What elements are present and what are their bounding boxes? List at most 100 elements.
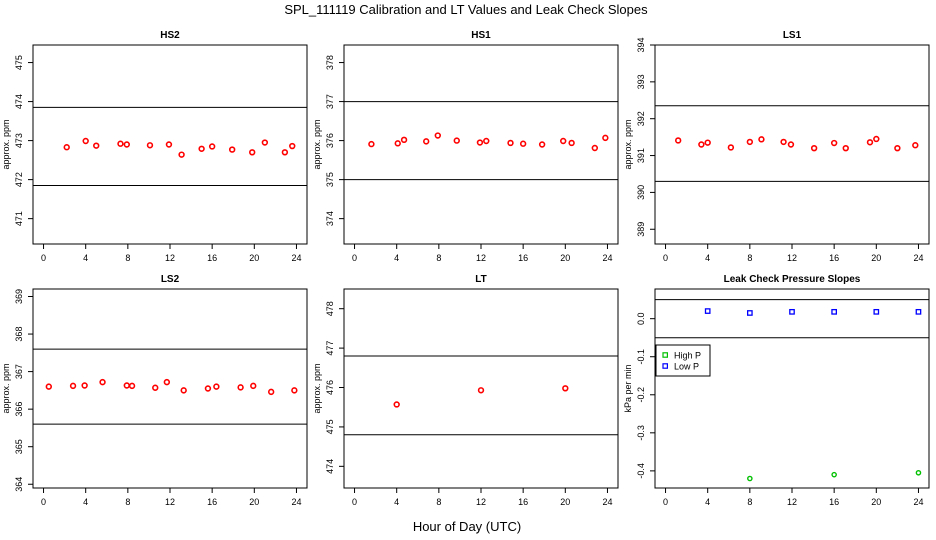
y-tick-label: 377 xyxy=(325,94,335,109)
x-tick-label: 20 xyxy=(871,253,881,263)
data-point xyxy=(591,144,599,152)
x-tick-label: 20 xyxy=(560,253,570,263)
x-tick-label: 16 xyxy=(518,253,528,263)
data-point xyxy=(45,383,53,390)
x-tick-label: 0 xyxy=(352,253,357,263)
y-tick-label: 391 xyxy=(636,148,646,163)
data-point xyxy=(81,382,88,389)
y-tick-label: 364 xyxy=(14,477,24,492)
data-point xyxy=(267,388,275,396)
x-tick-label: 12 xyxy=(787,253,797,263)
x-tick-label: 0 xyxy=(41,497,46,507)
data-point xyxy=(128,382,136,390)
y-tick-label: 392 xyxy=(636,111,646,126)
data-point-low-p xyxy=(746,310,753,316)
data-point xyxy=(261,139,269,146)
data-point xyxy=(746,138,754,146)
x-tick-label: 12 xyxy=(476,497,486,507)
chart-panel-6: Leak Check Pressure Slopes 0 4 8 12 16 20 24 -0.… xyxy=(623,274,930,507)
data-point xyxy=(249,149,256,156)
y-axis-label: approx. ppm xyxy=(623,119,633,169)
data-point-high-p xyxy=(831,471,837,478)
data-point xyxy=(780,138,787,146)
x-tick-label: 8 xyxy=(125,253,130,263)
data-point xyxy=(538,141,546,148)
y-tick-label: 477 xyxy=(325,341,335,356)
y-tick-label: 0.0 xyxy=(636,312,646,325)
data-point xyxy=(180,387,187,394)
data-point xyxy=(163,378,171,386)
data-point xyxy=(69,382,77,390)
y-tick-label: 368 xyxy=(14,327,24,342)
x-tick-label: 20 xyxy=(560,497,570,507)
y-tick-label: 476 xyxy=(325,380,335,395)
data-point xyxy=(117,140,124,147)
y-axis-label: approx. ppm xyxy=(1,119,11,169)
data-point xyxy=(146,142,154,149)
figure-title: SPL_111119 Calibration and LT Values and… xyxy=(284,2,648,17)
y-tick-label: 478 xyxy=(325,301,335,316)
y-tick-label: 474 xyxy=(14,94,24,109)
x-tick-label: 8 xyxy=(747,497,752,507)
data-point xyxy=(237,384,244,391)
data-point xyxy=(568,139,575,147)
data-point xyxy=(393,401,400,408)
data-point xyxy=(453,137,460,144)
x-tick-label: 4 xyxy=(705,253,710,263)
x-tick-label: 8 xyxy=(436,497,441,507)
data-point xyxy=(476,139,484,146)
y-tick-label: 389 xyxy=(636,222,646,237)
chart-panel-1: HS2 0 4 8 12 16 20 24 471 472 473 474 475 approx. ppm xyxy=(1,30,308,263)
data-point xyxy=(894,144,901,152)
data-point xyxy=(400,136,408,144)
y-tick-label: 366 xyxy=(14,402,24,417)
data-point xyxy=(559,137,567,145)
x-tick-label: 12 xyxy=(787,497,797,507)
x-tick-label: 24 xyxy=(602,253,612,263)
data-point xyxy=(250,382,257,390)
data-point xyxy=(704,139,711,146)
data-point xyxy=(99,378,106,386)
data-point xyxy=(208,143,216,150)
x-tick-label: 0 xyxy=(352,497,357,507)
y-tick-label: 473 xyxy=(14,133,24,148)
x-tick-label: 20 xyxy=(249,253,259,263)
data-point xyxy=(483,137,490,145)
data-point xyxy=(368,140,375,148)
data-point xyxy=(394,140,401,147)
data-point-high-p xyxy=(915,469,922,476)
panel-title: LS2 xyxy=(161,274,180,285)
x-tick-label: 8 xyxy=(436,253,441,263)
data-point-low-p xyxy=(873,308,880,315)
data-point xyxy=(912,142,919,149)
x-tick-label: 12 xyxy=(165,253,175,263)
data-point xyxy=(434,132,441,139)
data-point xyxy=(123,141,130,148)
panel-title: HS1 xyxy=(471,30,491,41)
y-tick-label: -0.2 xyxy=(636,387,646,403)
x-tick-label: 12 xyxy=(165,497,175,507)
plot-frame xyxy=(654,288,930,489)
x-tick-label: 24 xyxy=(291,497,301,507)
x-tick-label: 24 xyxy=(913,497,923,507)
data-point xyxy=(830,139,838,147)
x-tick-label: 12 xyxy=(476,253,486,263)
data-point xyxy=(866,139,874,146)
x-tick-label: 24 xyxy=(602,497,612,507)
x-tick-label: 0 xyxy=(663,253,668,263)
legend-marker xyxy=(662,352,669,358)
data-point-high-p xyxy=(747,475,753,482)
data-point-low-p xyxy=(789,308,795,315)
x-tick-label: 8 xyxy=(747,253,752,263)
data-point xyxy=(873,135,880,143)
data-point xyxy=(93,142,100,149)
x-tick-label: 24 xyxy=(291,253,301,263)
x-tick-label: 16 xyxy=(207,253,217,263)
data-point xyxy=(423,138,430,145)
chart-panel-3: LS1 0 4 8 12 16 20 24 389 390 391 392 393 394 approx. … xyxy=(623,30,930,263)
y-tick-label: 393 xyxy=(636,74,646,89)
data-point xyxy=(152,384,159,391)
